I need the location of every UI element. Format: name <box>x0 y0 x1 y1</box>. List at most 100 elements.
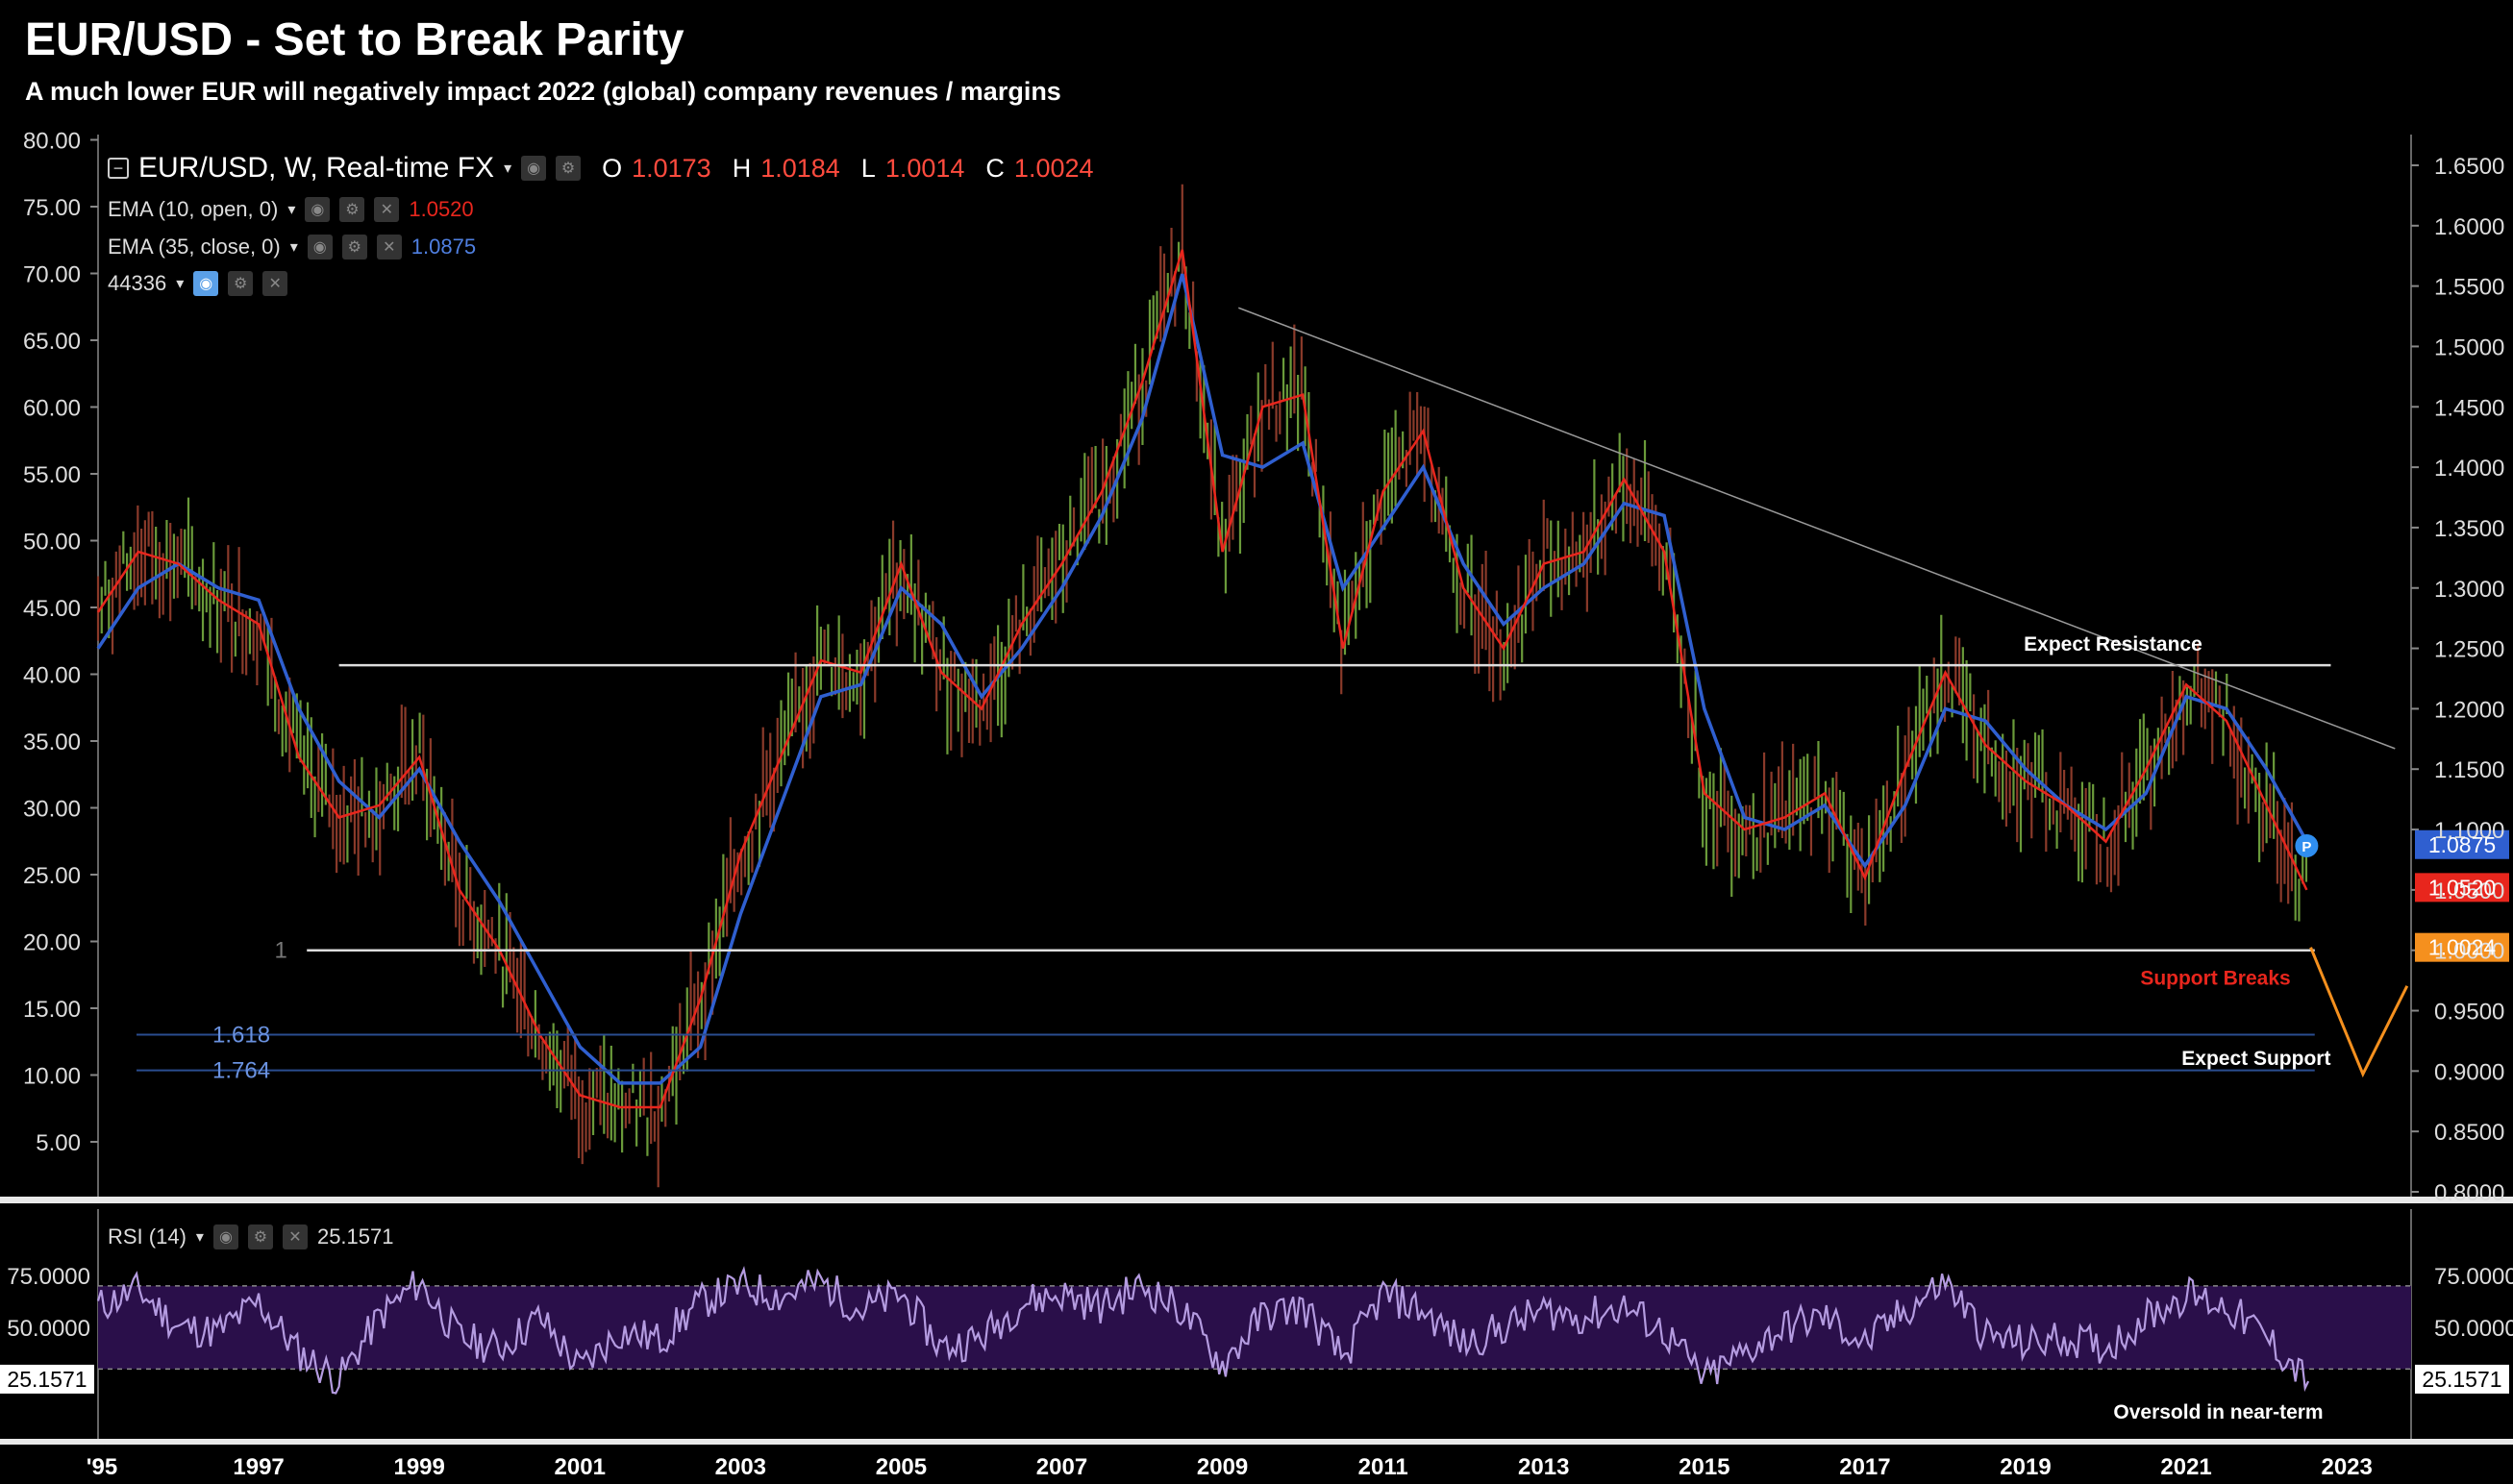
x-tick-label: 2001 <box>555 1454 606 1480</box>
high-value: 1.0184 <box>760 153 840 183</box>
ema-slow-label[interactable]: EMA (35, close, 0) <box>108 235 281 259</box>
chevron-down-icon[interactable]: ▾ <box>289 239 298 256</box>
right-tick-label: 0.9000 <box>2434 1059 2504 1085</box>
x-tick-label: 2009 <box>1197 1454 1248 1480</box>
chevron-down-icon[interactable]: ▾ <box>195 1229 204 1246</box>
ema-slow-legend: EMA (35, close, 0) ▾ ◉ ⚙ ✕ 1.0875 <box>108 235 476 260</box>
collapse-icon[interactable]: − <box>108 158 129 179</box>
symbol-label[interactable]: EUR/USD, W, Real-time FX <box>138 152 495 184</box>
gear-icon[interactable]: ⚙ <box>556 156 582 181</box>
downtrend-line[interactable] <box>1238 307 2396 750</box>
x-tick-label: 2003 <box>715 1454 766 1480</box>
open-key: O <box>602 153 623 183</box>
rsi-right-tick: 50.0000 <box>2434 1316 2513 1342</box>
right-tick-label: 1.6500 <box>2434 154 2504 180</box>
rsi-left-badge <box>0 1364 94 1394</box>
x-tick-label: 2015 <box>1679 1454 1729 1480</box>
eye-icon[interactable]: ◉ <box>307 235 333 260</box>
fib-level-label: 1.618 <box>212 1023 270 1049</box>
oversold-label: Oversold in near-term <box>2113 1401 2323 1423</box>
rsi-legend: RSI (14) ▾ ◉ ⚙ ✕ 25.1571 <box>108 1224 393 1249</box>
close-icon[interactable]: ✕ <box>374 197 400 222</box>
fib-level-label: 1 <box>274 938 286 964</box>
close-icon[interactable]: ✕ <box>262 271 288 296</box>
rsi-right-badge-text: 25.1571 <box>2422 1367 2501 1392</box>
left-tick-label: 75.00 <box>23 195 81 221</box>
ema-fast-line <box>96 249 2308 1109</box>
left-tick-label: 35.00 <box>23 730 81 755</box>
eye-icon[interactable]: ◉ <box>521 156 547 181</box>
support-breaks-label: Support Breaks <box>2140 968 2290 990</box>
x-tick-label: 2023 <box>2321 1454 2372 1480</box>
left-tick-label: 10.00 <box>23 1064 81 1090</box>
projection-line[interactable] <box>2309 947 2409 1078</box>
right-tick-label: 1.3500 <box>2434 516 2504 542</box>
page-title: EUR/USD - Set to Break Parity <box>25 14 684 65</box>
rsi-line <box>96 1265 2310 1395</box>
pane-separator[interactable] <box>0 1197 2513 1203</box>
fib-level-label: 1.764 <box>212 1058 270 1084</box>
gear-icon[interactable]: ⚙ <box>341 235 367 260</box>
x-tick-label: 2013 <box>1518 1454 1569 1480</box>
ema-slow-badge <box>2415 829 2509 859</box>
left-tick-label: 50.00 <box>23 530 81 556</box>
left-tick-label: 25.00 <box>23 863 81 889</box>
ema-fast-legend: EMA (10, open, 0) ▾ ◉ ⚙ ✕ 1.0520 <box>108 197 474 222</box>
rsi-band <box>98 1285 2411 1370</box>
left-tick-label: 55.00 <box>23 462 81 488</box>
right-tick-label: 1.1500 <box>2434 757 2504 783</box>
x-tick-label: 1997 <box>233 1454 284 1480</box>
x-tick-label: 2021 <box>2160 1454 2211 1480</box>
chevron-down-icon[interactable]: ▾ <box>504 161 512 177</box>
rsi-left-badge-text: 25.1571 <box>7 1367 87 1392</box>
right-tick-label: 1.4500 <box>2434 395 2504 421</box>
low-key: L <box>860 153 876 183</box>
gear-icon[interactable]: ⚙ <box>247 1224 273 1249</box>
ema-slow-value: 1.0875 <box>411 235 477 259</box>
rsi-right-tick: 75.0000 <box>2434 1264 2513 1290</box>
rsi-label[interactable]: RSI (14) <box>108 1224 187 1249</box>
eye-icon[interactable]: ◉ <box>212 1224 238 1249</box>
close-icon[interactable]: ✕ <box>376 235 402 260</box>
x-tick-label: 2005 <box>876 1454 927 1480</box>
chevron-down-icon[interactable]: ▾ <box>287 202 296 218</box>
chevron-down-icon[interactable]: ▾ <box>176 276 185 292</box>
close-icon[interactable]: ✕ <box>282 1224 308 1249</box>
ema-fast-badge <box>2415 873 2509 903</box>
ema-fast-badge-text: 1.0520 <box>2428 875 2496 900</box>
right-tick-label: 1.1000 <box>2434 818 2504 844</box>
x-tick-label: '95 <box>87 1454 117 1480</box>
right-tick-label: 1.5000 <box>2434 334 2504 360</box>
right-tick-label: 1.0000 <box>2434 939 2504 965</box>
right-tick-label: 1.2000 <box>2434 697 2504 723</box>
left-tick-label: 65.00 <box>23 329 81 355</box>
left-tick-label: 80.00 <box>23 129 81 155</box>
eye-icon[interactable]: ◉ <box>193 271 219 296</box>
left-tick-label: 45.00 <box>23 596 81 622</box>
price-marker-icon[interactable] <box>2295 834 2319 858</box>
time-axis[interactable] <box>0 1445 2513 1484</box>
page-subtitle: A much lower EUR will negatively impact … <box>25 77 1061 106</box>
right-tick-label: 1.0500 <box>2434 878 2504 904</box>
close-value: 1.0024 <box>1013 153 1094 183</box>
gear-icon[interactable]: ⚙ <box>228 271 254 296</box>
ema-slow-line <box>96 273 2308 1085</box>
ema-slow-badge-text: 1.0875 <box>2428 832 2496 857</box>
x-tick-label: 2011 <box>1358 1454 1408 1480</box>
overlay-legend: 44336 ▾ ◉ ⚙ ✕ <box>108 271 288 296</box>
right-tick-label: 1.6000 <box>2434 214 2504 240</box>
gear-icon[interactable]: ⚙ <box>339 197 365 222</box>
x-tick-label: 1999 <box>393 1454 444 1480</box>
right-tick-label: 1.3000 <box>2434 577 2504 603</box>
x-tick-label: 2019 <box>2000 1454 2051 1480</box>
right-tick-label: 0.9500 <box>2434 1000 2504 1026</box>
last-price-badge-text: 1.0024 <box>2428 935 2497 960</box>
eye-icon[interactable]: ◉ <box>305 197 331 222</box>
right-tick-label: 1.2500 <box>2434 637 2504 663</box>
ema-fast-label[interactable]: EMA (10, open, 0) <box>108 197 279 221</box>
left-tick-label: 5.00 <box>36 1130 81 1156</box>
time-axis-separator <box>0 1439 2513 1445</box>
overlay-label[interactable]: 44336 <box>108 271 167 295</box>
price-candles <box>96 184 2308 1188</box>
